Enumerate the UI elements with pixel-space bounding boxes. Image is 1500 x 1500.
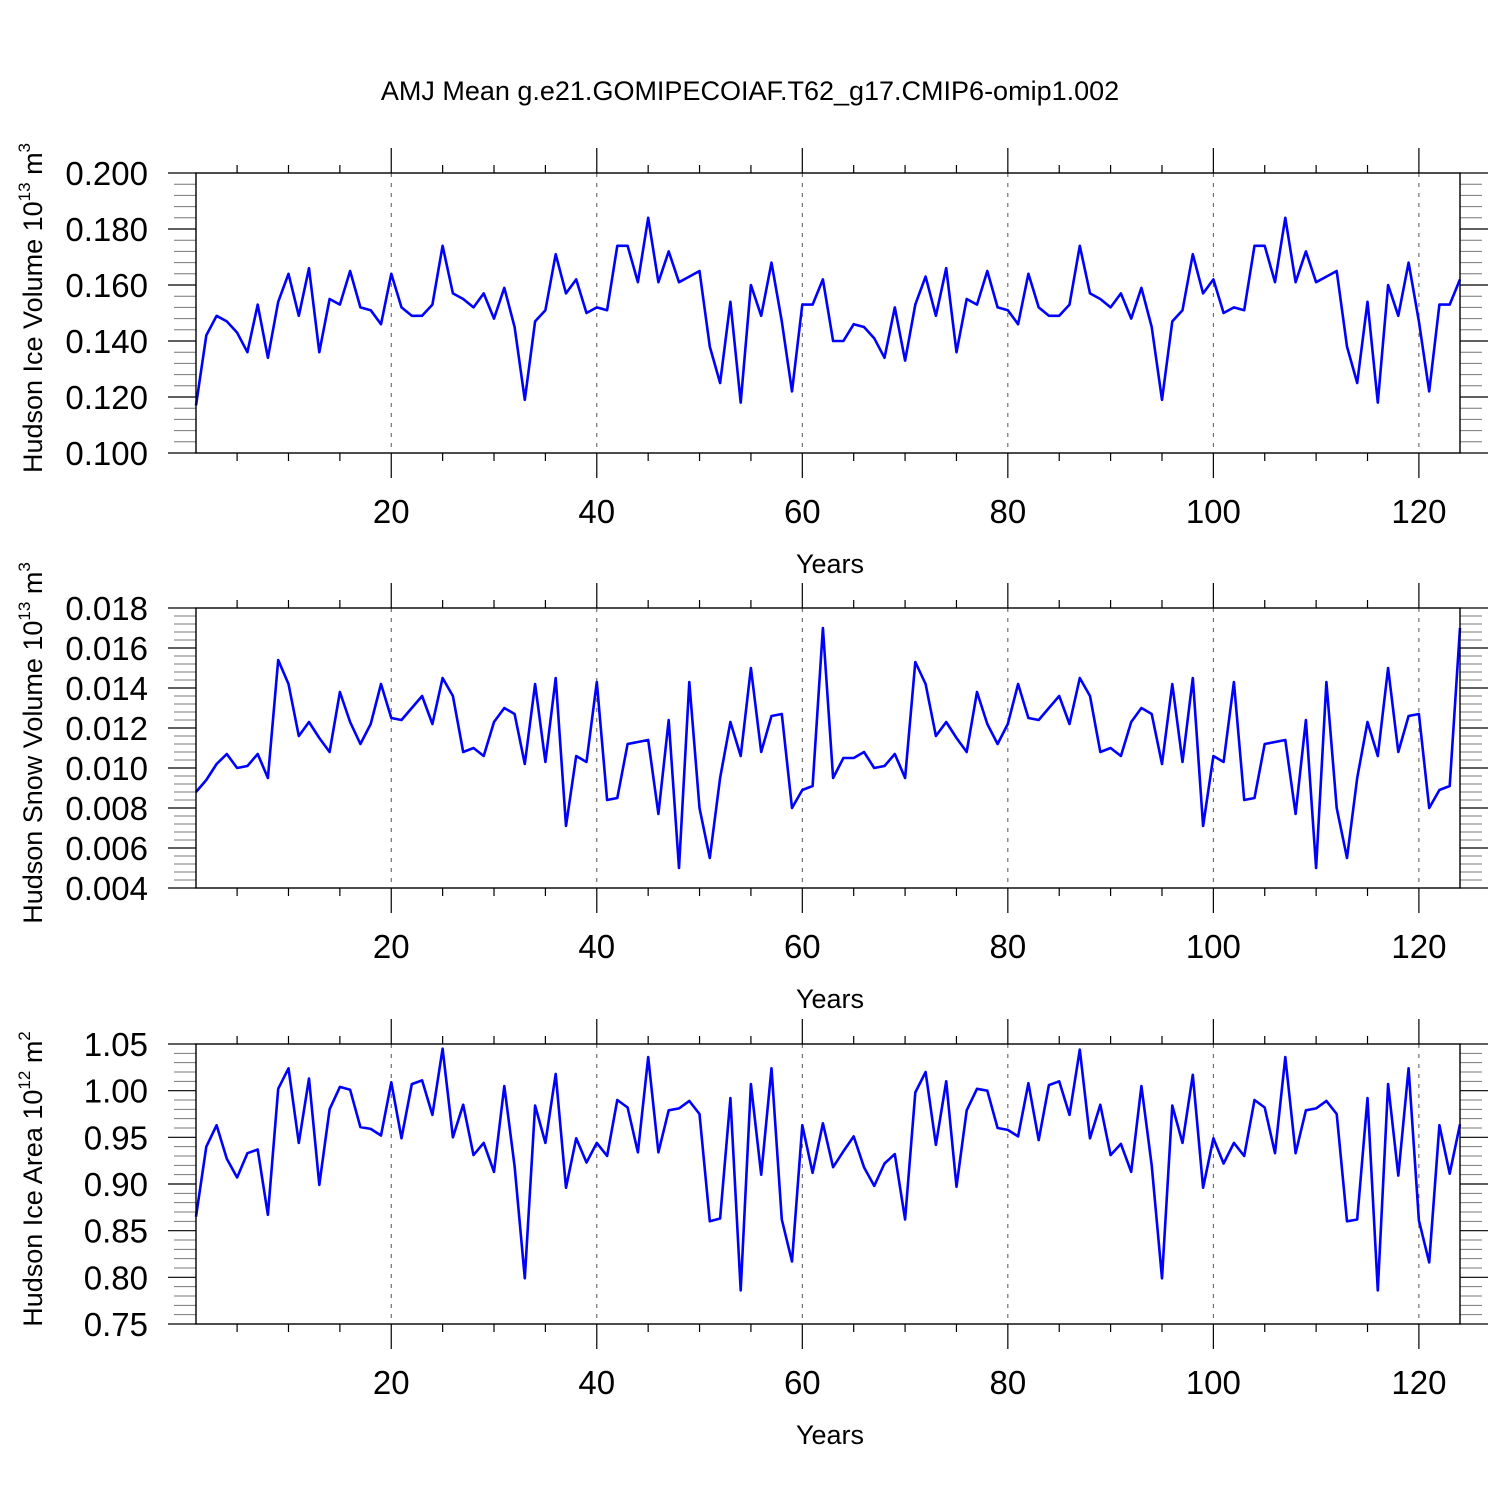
y-axis-label: Hudson Ice Volume 1013 m3 [15, 143, 48, 473]
x-tick-label: 20 [373, 928, 410, 965]
y-tick-label: 1.05 [84, 1026, 148, 1063]
y-tick-label: 0.120 [65, 379, 148, 416]
x-tick-label: 40 [578, 928, 615, 965]
series-line [194, 216, 1462, 406]
x-axis-label: Years [796, 1420, 864, 1450]
y-tick-label: 0.75 [84, 1306, 148, 1343]
x-tick-label: 80 [989, 493, 1026, 530]
plot-frame [195, 1043, 1461, 1325]
x-tick-label: 40 [578, 1364, 615, 1401]
panel-3: 20 40 60 80 100 120 0.75 0.80 0.85 0.90 0.95 1.00 1.… [15, 1019, 1488, 1450]
x-tick-label: 100 [1186, 1364, 1241, 1401]
x-tick-label: 60 [784, 1364, 821, 1401]
x-tick-label: 20 [373, 1364, 410, 1401]
x-tick-label: 100 [1186, 493, 1241, 530]
y-axis-label-text: Hudson Snow Volume 10 [18, 621, 48, 924]
y-tick-label: 0.160 [65, 267, 148, 304]
x-tick-label: 40 [578, 493, 615, 530]
y-axis-label-unit-exponent: 3 [15, 143, 34, 152]
x-tick-label: 120 [1391, 928, 1446, 965]
y-axis-label-unit-exponent: 3 [15, 562, 34, 571]
x-tick-label: 80 [989, 928, 1026, 965]
x-tick-label: 60 [784, 928, 821, 965]
y-axis-label-unit: m [18, 1041, 48, 1071]
plot-frame [195, 172, 1461, 454]
y-tick-label: 0.200 [65, 155, 148, 192]
y-tick-label: 0.006 [65, 830, 148, 867]
x-tick-label: 120 [1391, 1364, 1446, 1401]
y-tick-label: 0.180 [65, 211, 148, 248]
y-axis-label-unit: m [18, 572, 48, 602]
y-tick-label: 0.010 [65, 750, 148, 787]
y-tick-label: 0.95 [84, 1119, 148, 1156]
y-axis-label-exponent: 13 [15, 602, 34, 621]
y-tick-label: 0.018 [65, 590, 148, 627]
panel-1: 20 40 60 80 100 120 0.100 0.120 0.140 0.160 0.180 0… [15, 143, 1488, 579]
series-line [194, 1047, 1462, 1292]
plot-frame [195, 607, 1461, 889]
y-tick-label: 0.012 [65, 710, 148, 747]
x-tick-label: 80 [989, 1364, 1026, 1401]
y-axis-label-exponent: 13 [15, 182, 34, 201]
y-axis-label-unit: m [18, 152, 48, 182]
chart-title: AMJ Mean g.e21.GOMIPECOIAF.T62_g17.CMIP6… [381, 76, 1119, 106]
y-axis-label-exponent: 12 [15, 1071, 34, 1090]
x-tick-label: 60 [784, 493, 821, 530]
y-axis-label: Hudson Snow Volume 1013 m3 [15, 562, 48, 924]
chart-panels: 20 40 60 80 100 120 0.100 0.120 0.140 0.160 0.180 0… [15, 143, 1488, 1450]
y-tick-label: 0.100 [65, 435, 148, 472]
y-tick-label: 0.90 [84, 1166, 148, 1203]
panel-2: 20 40 60 80 100 1200.0040.0060.0080.0100.0120… [15, 562, 1488, 1014]
y-axis-label-text: Hudson Ice Area 10 [18, 1090, 48, 1327]
y-tick-label: 0.014 [65, 670, 148, 707]
y-tick-label: 0.016 [65, 630, 148, 667]
y-axis-label: Hudson Ice Area 1012 m2 [15, 1031, 48, 1327]
y-tick-label: 0.140 [65, 323, 148, 360]
x-tick-label: 100 [1186, 928, 1241, 965]
y-tick-label: 1.00 [84, 1073, 148, 1110]
y-axis-label-unit-exponent: 2 [15, 1031, 34, 1040]
series-line [195, 626, 1462, 870]
x-tick-label: 120 [1391, 493, 1446, 530]
y-axis-label-text: Hudson Ice Volume 10 [18, 201, 48, 473]
y-tick-label: 0.004 [65, 870, 148, 907]
x-tick-label: 20 [373, 493, 410, 530]
x-axis-label: Years [796, 984, 864, 1014]
y-tick-label: 0.80 [84, 1259, 148, 1296]
y-tick-label: 0.85 [84, 1213, 148, 1250]
x-axis-label: Years [796, 549, 864, 579]
y-tick-label: 0.008 [65, 790, 148, 827]
